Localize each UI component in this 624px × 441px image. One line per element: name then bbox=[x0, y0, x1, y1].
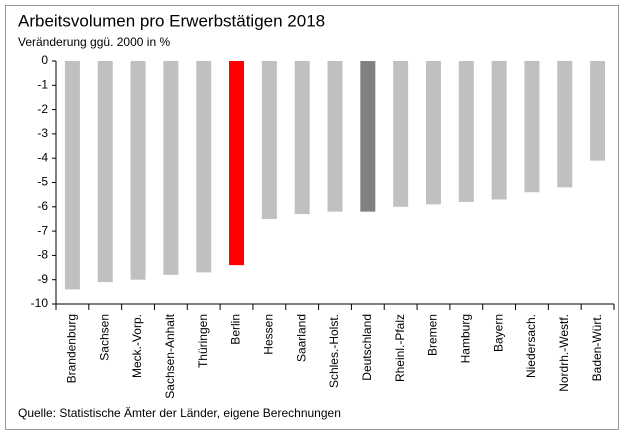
bar bbox=[64, 61, 80, 290]
bar bbox=[393, 61, 409, 207]
x-tick-label: Deutschland bbox=[360, 314, 374, 381]
bar bbox=[425, 61, 441, 205]
bar bbox=[524, 61, 540, 193]
y-tick-label: -6 bbox=[37, 199, 48, 213]
y-tick-label: -10 bbox=[31, 296, 49, 310]
x-tick-label: Bayern bbox=[491, 314, 505, 352]
x-tick-label: Berlin bbox=[229, 314, 243, 345]
x-tick-label: Meck.-Vorp. bbox=[130, 314, 144, 378]
x-tick-label: Sachsen bbox=[97, 314, 111, 361]
y-tick-label: 0 bbox=[41, 53, 48, 67]
y-tick-label: -1 bbox=[37, 77, 48, 91]
x-tick-label: Hamburg bbox=[458, 314, 472, 363]
x-tick-label: Rheinl.-Pfalz bbox=[393, 314, 407, 382]
bar bbox=[97, 61, 113, 283]
bar bbox=[163, 61, 179, 275]
bar bbox=[229, 61, 245, 266]
bar bbox=[557, 61, 573, 188]
bar bbox=[491, 61, 507, 200]
y-tick-label: -4 bbox=[37, 150, 48, 164]
y-tick-label: -9 bbox=[37, 272, 48, 286]
chart-subtitle: Veränderung ggü. 2000 in % bbox=[18, 35, 170, 49]
x-tick-label: Thüringen bbox=[196, 314, 210, 368]
y-tick-label: -3 bbox=[37, 126, 48, 140]
y-tick-label: -8 bbox=[37, 248, 48, 262]
x-tick-label: Hessen bbox=[262, 314, 276, 355]
bar bbox=[196, 61, 212, 273]
y-tick-label: -2 bbox=[37, 102, 48, 116]
x-tick-label: Nordrh.-Westf. bbox=[557, 314, 571, 392]
bar bbox=[130, 61, 146, 280]
x-tick-label: Sachsen-Anhalt bbox=[163, 313, 177, 398]
bar bbox=[261, 61, 277, 219]
x-tick-label: Brandenburg bbox=[65, 314, 79, 383]
source: Quelle: Statistische Ämter der Länder, e… bbox=[18, 406, 341, 420]
y-tick-label: -7 bbox=[37, 223, 48, 237]
bar bbox=[294, 61, 310, 215]
x-tick-label: Niedersach. bbox=[524, 314, 538, 378]
bar bbox=[458, 61, 474, 202]
y-tick-label: -5 bbox=[37, 175, 48, 189]
x-tick-label: Schles.-Holst. bbox=[327, 314, 341, 388]
x-tick-label: Bremen bbox=[426, 314, 440, 356]
chart-title: Arbeitsvolumen pro Erwerbstätigen 2018 bbox=[18, 11, 325, 30]
bar bbox=[327, 61, 343, 212]
x-tick-label: Saarland bbox=[294, 314, 308, 362]
x-tick-label: Baden-Würt. bbox=[590, 314, 604, 381]
bar bbox=[590, 61, 606, 161]
bar bbox=[360, 61, 376, 212]
